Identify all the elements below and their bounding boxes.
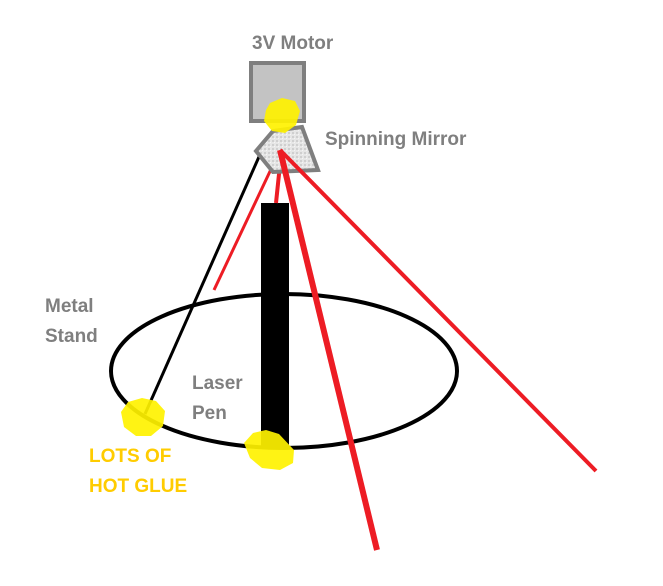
laser-beam-reflected-right [278,148,598,473]
hot-glue-label-line1: LOTS OF [89,446,172,467]
laser-label-line2: Pen [192,403,227,424]
hot-glue-blob-laser [244,430,294,470]
motor-label-text: 3V Motor [252,33,334,54]
motor-label: 3V Motor [252,29,333,59]
laser-label-line1: Laser [192,373,243,394]
laser-pen-body [261,203,289,449]
mirror-label: Spinning Mirror [325,125,466,155]
stand-label: Metal Stand [45,292,98,352]
hot-glue-blob-motor [264,98,300,133]
stand-label-line2: Stand [45,326,98,347]
hot-glue-label: LOTS OF HOT GLUE [89,442,187,502]
laser-label: Laser Pen [192,369,243,429]
hot-glue-label-line2: HOT GLUE [89,476,188,497]
stand-label-line1: Metal [45,296,94,317]
mirror-label-text: Spinning Mirror [325,129,467,150]
laser-beam-thin [212,164,275,291]
hot-glue-blob-stand [121,398,165,436]
spinning-mirror [253,124,321,175]
laser-beam-reflected-bottom [277,149,380,551]
stand-wire [143,149,264,415]
